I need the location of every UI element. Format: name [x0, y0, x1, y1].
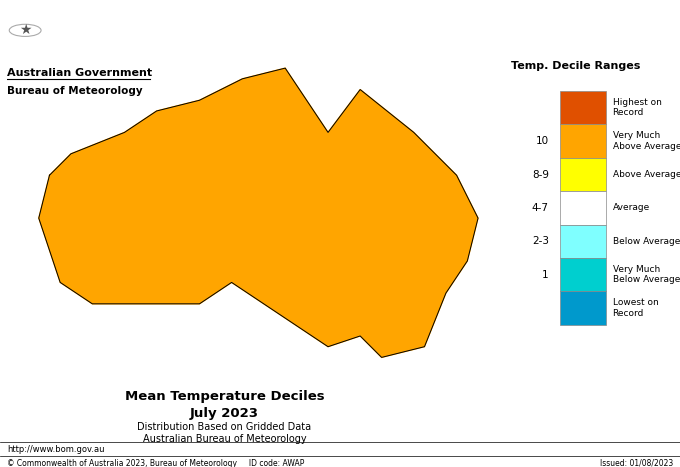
- Text: July 2023: July 2023: [190, 407, 259, 420]
- Text: Above Average: Above Average: [613, 170, 680, 179]
- Bar: [560, 191, 606, 225]
- Text: Average: Average: [613, 204, 650, 212]
- Text: 4-7: 4-7: [532, 203, 549, 213]
- Text: Bureau of Meteorology: Bureau of Meteorology: [7, 86, 142, 96]
- Text: © Commonwealth of Australia 2023, Bureau of Meteorology     ID code: AWAP: © Commonwealth of Australia 2023, Bureau…: [7, 459, 304, 467]
- Bar: [560, 91, 606, 124]
- Bar: [560, 225, 606, 258]
- Bar: [560, 258, 606, 291]
- Text: Issued: 01/08/2023: Issued: 01/08/2023: [600, 459, 673, 467]
- Text: Mean Temperature Deciles: Mean Temperature Deciles: [124, 390, 324, 403]
- Polygon shape: [39, 68, 478, 357]
- Text: 1: 1: [542, 270, 549, 280]
- Text: 10: 10: [536, 136, 549, 146]
- Text: 2-3: 2-3: [532, 236, 549, 246]
- Text: http://www.bom.gov.au: http://www.bom.gov.au: [7, 445, 104, 453]
- Text: Highest on
Record: Highest on Record: [613, 98, 662, 118]
- Text: Temp. Decile Ranges: Temp. Decile Ranges: [511, 61, 641, 71]
- Bar: [560, 158, 606, 191]
- Text: Distribution Based on Gridded Data: Distribution Based on Gridded Data: [137, 422, 311, 432]
- Text: Very Much
Below Average: Very Much Below Average: [613, 265, 680, 284]
- Text: 8-9: 8-9: [532, 170, 549, 179]
- Text: ★: ★: [19, 23, 31, 37]
- Text: Australian Government: Australian Government: [7, 68, 152, 78]
- Bar: [560, 291, 606, 325]
- Bar: [560, 125, 606, 158]
- Text: Australian Bureau of Meteorology: Australian Bureau of Meteorology: [143, 433, 306, 444]
- Text: Very Much
Above Average: Very Much Above Average: [613, 131, 680, 151]
- Text: Lowest on
Record: Lowest on Record: [613, 298, 658, 318]
- Text: Below Average: Below Average: [613, 237, 680, 246]
